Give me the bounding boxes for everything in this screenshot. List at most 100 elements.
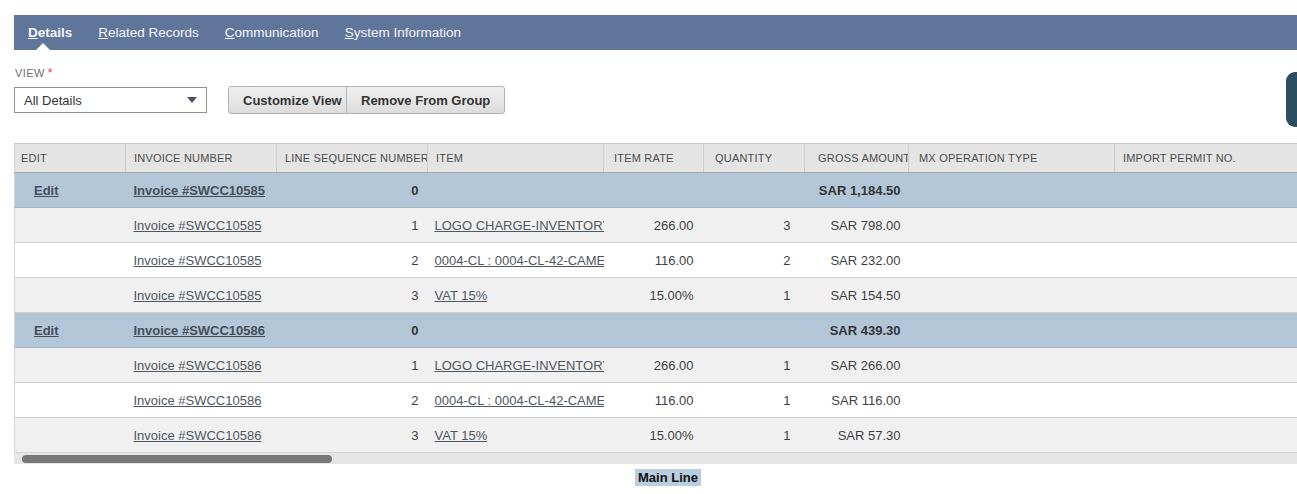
invoice-line-row: Invoice #SWCC10585 1 LOGO CHARGE-INVENTO… <box>15 208 1297 243</box>
item-link[interactable]: 0004-CL : 0004-CL-42-CAMEL <box>435 393 604 408</box>
invoice-cell: Invoice #SWCC10585 <box>126 208 277 243</box>
item-link[interactable]: VAT 15% <box>435 288 488 303</box>
import-permit-cell <box>1115 313 1297 348</box>
edit-link[interactable]: Edit <box>34 183 59 198</box>
tab-related-records-label: Related Records <box>98 25 199 40</box>
item-rate-cell: 116.00 <box>604 243 704 278</box>
edit-cell <box>15 243 126 278</box>
invoice-group-row: Edit Invoice #SWCC10585 0 SAR 1,184.50 <box>15 173 1297 208</box>
invoice-cell: Invoice #SWCC10585 <box>126 243 277 278</box>
column-header-line-sequence-number[interactable]: LINE SEQUENCE NUMBER <box>277 144 428 173</box>
view-label-text: VIEW <box>15 67 45 79</box>
invoice-lines-table: EDIT INVOICE NUMBER LINE SEQUENCE NUMBER… <box>14 143 1297 453</box>
item-link[interactable]: LOGO CHARGE-INVENTORY <box>435 218 604 233</box>
item-rate-cell: 15.00% <box>604 418 704 453</box>
tab-details-label: Details <box>28 25 72 40</box>
tab-bar: Details Related Records Communication Sy… <box>14 15 1297 50</box>
import-permit-cell <box>1115 243 1297 278</box>
line-sequence-cell: 2 <box>277 243 428 278</box>
tab-details[interactable]: Details <box>14 15 85 50</box>
item-cell: VAT 15% <box>428 418 604 453</box>
customize-view-button[interactable]: Customize View <box>228 86 357 114</box>
column-header-mx-operation-type[interactable]: MX OPERATION TYPE <box>909 144 1115 173</box>
invoice-cell: Invoice #SWCC10585 <box>126 173 277 208</box>
import-permit-cell <box>1115 278 1297 313</box>
required-asterisk: * <box>48 66 53 80</box>
edit-cell: Edit <box>15 313 126 348</box>
item-link[interactable]: VAT 15% <box>435 428 488 443</box>
item-cell: LOGO CHARGE-INVENTORY <box>428 208 604 243</box>
item-rate-cell <box>604 313 704 348</box>
view-select[interactable]: All Details <box>14 87 207 113</box>
column-header-quantity[interactable]: QUANTITY <box>704 144 805 173</box>
invoice-line-row: Invoice #SWCC10586 1 LOGO CHARGE-INVENTO… <box>15 348 1297 383</box>
invoice-line-row: Invoice #SWCC10585 3 VAT 15% 15.00% 1 SA… <box>15 278 1297 313</box>
gross-amount-cell: SAR 232.00 <box>805 243 909 278</box>
tab-communication[interactable]: Communication <box>212 15 332 50</box>
quantity-cell <box>704 173 805 208</box>
invoice-link[interactable]: Invoice #SWCC10585 <box>134 288 262 303</box>
horizontal-scrollbar[interactable] <box>14 452 1297 464</box>
mx-operation-type-cell <box>909 313 1115 348</box>
column-header-gross-amount[interactable]: GROSS AMOUNT <box>805 144 909 173</box>
gross-amount-cell: SAR 116.00 <box>805 383 909 418</box>
mx-operation-type-cell <box>909 173 1115 208</box>
edit-cell: Edit <box>15 173 126 208</box>
invoice-cell: Invoice #SWCC10586 <box>126 383 277 418</box>
column-header-item-rate[interactable]: ITEM RATE <box>604 144 704 173</box>
invoice-link[interactable]: Invoice #SWCC10585 <box>134 183 266 198</box>
invoice-link[interactable]: Invoice #SWCC10586 <box>134 393 262 408</box>
side-flap-button[interactable] <box>1286 72 1297 127</box>
chevron-down-icon <box>187 97 197 103</box>
quantity-cell <box>704 313 805 348</box>
line-sequence-cell: 3 <box>277 418 428 453</box>
mx-operation-type-cell <box>909 348 1115 383</box>
invoice-line-row: Invoice #SWCC10586 2 0004-CL : 0004-CL-4… <box>15 383 1297 418</box>
quantity-cell: 1 <box>704 278 805 313</box>
item-link[interactable]: LOGO CHARGE-INVENTORY <box>435 358 604 373</box>
invoice-cell: Invoice #SWCC10586 <box>126 348 277 383</box>
gross-amount-cell: SAR 439.30 <box>805 313 909 348</box>
invoice-cell: Invoice #SWCC10586 <box>126 313 277 348</box>
remove-from-group-button[interactable]: Remove From Group <box>346 86 505 114</box>
quantity-cell: 1 <box>704 348 805 383</box>
tab-related-records[interactable]: Related Records <box>85 15 212 50</box>
invoice-link[interactable]: Invoice #SWCC10586 <box>134 428 262 443</box>
gross-amount-cell: SAR 266.00 <box>805 348 909 383</box>
edit-link[interactable]: Edit <box>34 323 59 338</box>
invoice-link[interactable]: Invoice #SWCC10585 <box>134 218 262 233</box>
edit-cell <box>15 278 126 313</box>
quantity-cell: 1 <box>704 418 805 453</box>
record-subtabs-page: Details Related Records Communication Sy… <box>0 0 1297 494</box>
mx-operation-type-cell <box>909 243 1115 278</box>
invoice-link[interactable]: Invoice #SWCC10586 <box>134 358 262 373</box>
invoice-link[interactable]: Invoice #SWCC10586 <box>134 323 266 338</box>
import-permit-cell <box>1115 173 1297 208</box>
invoice-line-row: Invoice #SWCC10585 2 0004-CL : 0004-CL-4… <box>15 243 1297 278</box>
column-header-import-permit-no[interactable]: IMPORT PERMIT NO. <box>1115 144 1297 173</box>
horizontal-scrollbar-thumb[interactable] <box>22 455 332 463</box>
column-header-invoice-number[interactable]: INVOICE NUMBER <box>126 144 277 173</box>
column-header-edit[interactable]: EDIT <box>15 144 126 173</box>
item-link[interactable]: 0004-CL : 0004-CL-42-CAMEL <box>435 253 604 268</box>
quantity-cell: 3 <box>704 208 805 243</box>
import-permit-cell <box>1115 383 1297 418</box>
mx-operation-type-cell <box>909 278 1115 313</box>
gross-amount-cell: SAR 798.00 <box>805 208 909 243</box>
item-rate-cell: 266.00 <box>604 348 704 383</box>
edit-cell <box>15 383 126 418</box>
item-cell: 0004-CL : 0004-CL-42-CAMEL <box>428 383 604 418</box>
invoice-link[interactable]: Invoice #SWCC10585 <box>134 253 262 268</box>
item-cell <box>428 313 604 348</box>
line-sequence-cell: 3 <box>277 278 428 313</box>
tab-system-information[interactable]: System Information <box>332 15 474 50</box>
item-cell: 0004-CL : 0004-CL-42-CAMEL <box>428 243 604 278</box>
gross-amount-cell: SAR 154.50 <box>805 278 909 313</box>
edit-cell <box>15 418 126 453</box>
column-header-item[interactable]: ITEM <box>428 144 604 173</box>
import-permit-cell <box>1115 348 1297 383</box>
tab-communication-label: Communication <box>225 25 319 40</box>
item-rate-cell <box>604 173 704 208</box>
item-cell <box>428 173 604 208</box>
quantity-cell: 1 <box>704 383 805 418</box>
